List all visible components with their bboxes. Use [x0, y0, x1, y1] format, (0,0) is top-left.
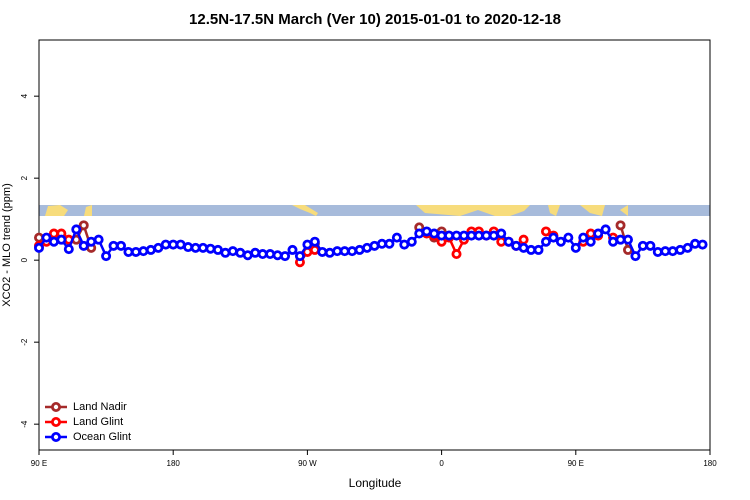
- legend-label: Land Glint: [73, 416, 123, 428]
- legend-marker: [51, 416, 62, 427]
- legend-label: Land Nadir: [73, 401, 127, 413]
- point: [563, 232, 574, 243]
- point: [56, 234, 67, 245]
- point: [384, 238, 395, 249]
- y-tick-label: -4: [20, 420, 29, 428]
- y-tick-label: 2: [20, 175, 29, 180]
- point: [294, 251, 305, 262]
- point: [183, 242, 194, 253]
- point: [548, 232, 559, 243]
- point: [250, 247, 261, 258]
- point: [78, 240, 89, 251]
- point: [570, 242, 581, 253]
- point: [287, 244, 298, 255]
- point: [153, 242, 164, 253]
- x-axis-label: Longitude: [349, 476, 402, 490]
- point: [533, 244, 544, 255]
- point: [496, 228, 507, 239]
- point: [317, 246, 328, 257]
- point: [71, 224, 82, 235]
- chart-title: 12.5N-17.5N March (Ver 10) 2015-01-01 to…: [189, 11, 561, 28]
- point: [406, 236, 417, 247]
- x-tick-label: 90 E: [31, 459, 47, 468]
- point: [697, 239, 708, 250]
- legend-marker: [51, 401, 62, 412]
- point: [272, 250, 283, 261]
- point: [78, 220, 89, 231]
- point: [630, 251, 641, 262]
- point: [682, 242, 693, 253]
- point: [622, 234, 633, 245]
- legend-label: Ocean Glint: [73, 431, 131, 443]
- point: [205, 243, 216, 254]
- point: [130, 246, 141, 257]
- x-tick-label: 0: [439, 459, 444, 468]
- point: [593, 228, 604, 239]
- point: [227, 246, 238, 257]
- x-tick-label: 90 W: [298, 459, 317, 468]
- x-tick-label: 180: [703, 459, 717, 468]
- point: [220, 247, 231, 258]
- point: [265, 249, 276, 260]
- map-strip: [39, 205, 710, 216]
- point: [63, 244, 74, 255]
- point: [518, 234, 529, 245]
- point: [540, 226, 551, 237]
- point: [615, 220, 626, 231]
- y-tick-label: -2: [20, 338, 29, 346]
- point: [645, 240, 656, 251]
- point: [280, 251, 291, 262]
- point: [578, 232, 589, 243]
- point: [667, 246, 678, 257]
- y-tick-label: 4: [20, 93, 29, 98]
- point: [41, 232, 52, 243]
- point: [652, 246, 663, 257]
- point: [138, 246, 149, 257]
- point: [585, 236, 596, 247]
- point: [347, 246, 358, 257]
- point: [600, 224, 611, 235]
- point: [540, 236, 551, 247]
- point: [690, 238, 701, 249]
- y-axis-label: XCO2 - MLO trend (ppm): [1, 183, 13, 306]
- point: [391, 232, 402, 243]
- x-tick-label: 90 E: [568, 459, 584, 468]
- point: [101, 251, 112, 262]
- point: [34, 242, 45, 253]
- y-tick-label: 0: [20, 257, 29, 262]
- point: [198, 242, 209, 253]
- legend-marker: [51, 431, 62, 442]
- point: [309, 236, 320, 247]
- point: [503, 236, 514, 247]
- x-tick-label: 180: [167, 459, 181, 468]
- point: [116, 240, 127, 251]
- point: [451, 249, 462, 260]
- point: [93, 234, 104, 245]
- point: [555, 236, 566, 247]
- point: [324, 247, 335, 258]
